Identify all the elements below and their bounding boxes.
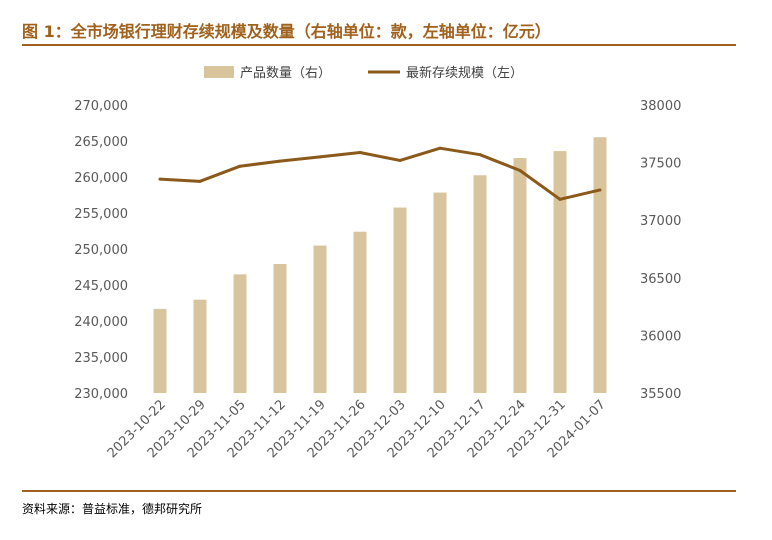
right-tick-label: 35500 (640, 387, 681, 402)
line-point (238, 164, 242, 168)
bar (593, 137, 607, 393)
bar (193, 299, 207, 393)
right-tick-label: 36500 (640, 272, 681, 287)
bar (233, 274, 247, 393)
left-tick-label: 255,000 (74, 207, 128, 222)
left-tick-label: 245,000 (74, 279, 128, 294)
line-point (438, 146, 442, 150)
line-series (158, 146, 602, 201)
bar (393, 207, 407, 393)
series-line (159, 146, 601, 201)
bar (153, 308, 167, 393)
bar (553, 151, 567, 393)
legend-bar-swatch (204, 66, 234, 78)
line-point (158, 177, 162, 181)
line-point (278, 159, 282, 163)
legend-line-label: 最新存续规模（左） (406, 65, 523, 81)
line-point (398, 158, 402, 162)
left-tick-label: 230,000 (74, 387, 128, 402)
line-point (478, 153, 482, 157)
source-note: 资料来源：普益标准，德邦研究所 (22, 502, 203, 516)
line-point (318, 155, 322, 159)
bar (273, 263, 287, 393)
left-tick-label: 270,000 (74, 99, 128, 114)
right-tick-label: 37000 (640, 214, 681, 229)
legend-bar-label: 产品数量（右） (240, 66, 331, 81)
title-rule (22, 44, 736, 46)
line-point (198, 179, 202, 183)
figure-title: 图 1：全市场银行理财存续规模及数量（右轴单位：款，左轴单位：亿元） (22, 22, 551, 41)
right-tick-label: 37500 (640, 157, 681, 172)
right-tick-label: 36000 (640, 329, 681, 344)
footer-rule (22, 490, 736, 492)
line-point (558, 197, 562, 201)
bar (513, 157, 527, 393)
line-point (598, 188, 602, 192)
left-tick-label: 265,000 (74, 135, 128, 150)
left-tick-label: 260,000 (74, 171, 128, 186)
right-tick-label: 38000 (640, 99, 681, 114)
left-axis: 230,000 235,000 240,000 245,000 250,000 255,0… (74, 99, 128, 402)
line-point (358, 151, 362, 155)
line-point (518, 169, 522, 173)
bar (353, 231, 367, 393)
bar (313, 245, 327, 393)
left-tick-label: 240,000 (74, 315, 128, 330)
bar (473, 175, 487, 393)
left-tick-label: 235,000 (74, 351, 128, 366)
legend: 产品数量（右） 最新存续规模（左） (204, 65, 523, 81)
left-tick-label: 250,000 (74, 243, 128, 258)
bar (433, 192, 447, 393)
right-axis: 35500 36000 36500 37000 37500 38000 (640, 99, 681, 402)
bar-series (153, 137, 607, 393)
x-axis: 2023-10-222023-10-292023-11-052023-11-12… (105, 397, 609, 461)
